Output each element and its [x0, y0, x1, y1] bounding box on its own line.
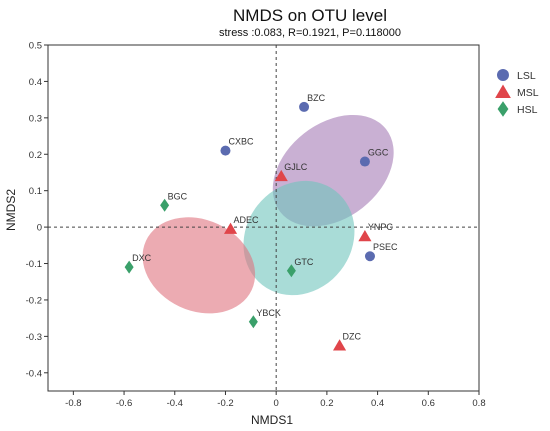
- point-label-bgc: BGC: [168, 191, 188, 201]
- legend: LSL MSL HSL: [495, 69, 539, 117]
- axis-ticks: -0.8 -0.6 -0.4 -0.2 0 0.2 0.4 0.6 0.8 -0.4 -0.3 -0.…: [26, 41, 486, 410]
- point-gtc: [286, 264, 296, 278]
- legend-label-msl: MSL: [517, 87, 539, 99]
- point-label-gjlc: GJLC: [284, 162, 308, 172]
- chart-title: NMDS on OTU level: [233, 6, 387, 25]
- point-bgc: [160, 198, 170, 212]
- y-tick-label: -0.4: [26, 368, 42, 379]
- point-cxbc: [220, 145, 231, 156]
- point-adec: [223, 222, 238, 234]
- x-tick-label: -0.4: [167, 398, 183, 409]
- point-psec: [364, 251, 375, 262]
- x-tick-label: -0.8: [65, 398, 81, 409]
- point-label-adec: ADEC: [234, 215, 260, 225]
- y-tick-label: 0.2: [29, 150, 42, 161]
- point-ynpc: [358, 229, 372, 242]
- point-dzc: [332, 339, 347, 351]
- x-tick-label: 0.2: [320, 398, 333, 409]
- ellipse-msl: [243, 180, 355, 296]
- x-tick-label: 0.8: [472, 398, 485, 409]
- point-label-ggc: GGC: [368, 148, 389, 158]
- point-label-bzc: BZC: [307, 93, 326, 103]
- legend-marker-msl: [495, 84, 511, 98]
- y-tick-label: 0.5: [29, 41, 42, 52]
- chart-subtitle: stress :0.083, R=0.1921, P=0.118000: [219, 27, 401, 39]
- x-tick-label: 0.6: [422, 398, 435, 409]
- y-tick-label: -0.1: [26, 259, 42, 270]
- plot-frame: [47, 44, 480, 392]
- point-label-psec: PSEC: [373, 242, 398, 252]
- x-tick-label: -0.6: [116, 398, 132, 409]
- point-gjlc: [274, 169, 288, 182]
- reference-lines: [48, 45, 479, 391]
- point-label-ynpc: YNPC: [368, 222, 394, 232]
- point-label-gtc: GTC: [294, 257, 313, 267]
- point-ggc: [359, 156, 370, 167]
- point-label-ybck: YBCK: [256, 308, 281, 318]
- y-tick-label: -0.3: [26, 332, 42, 343]
- y-axis-label: NMDS2: [4, 189, 18, 231]
- x-tick-label: 0.4: [371, 398, 384, 409]
- confidence-ellipses: [142, 114, 394, 314]
- x-tick-label: -0.2: [217, 398, 233, 409]
- point-bzc: [299, 101, 310, 112]
- x-tick-label: 0: [274, 398, 279, 409]
- y-tick-label: -0.2: [26, 295, 42, 306]
- point-label-cxbc: CXBC: [228, 137, 254, 147]
- point-label-dxc: DXC: [132, 253, 152, 263]
- x-axis-label: NMDS1: [251, 413, 293, 427]
- ellipse-hsl: [142, 217, 256, 314]
- point-dxc: [124, 260, 134, 274]
- legend-label-lsl: LSL: [517, 70, 536, 82]
- point-ybck: [248, 315, 258, 329]
- y-tick-label: 0.3: [29, 113, 42, 124]
- y-tick-label: 0.1: [29, 186, 42, 197]
- legend-marker-hsl: [497, 101, 509, 117]
- y-tick-label: 0.4: [29, 77, 42, 88]
- y-tick-label: 0: [37, 223, 42, 234]
- legend-label-hsl: HSL: [517, 104, 538, 116]
- data-points: BZC CXBC GGC PSEC GJLC ADEC YNPC DZC BGC DXC GTC YB…: [124, 93, 398, 351]
- point-label-dzc: DZC: [343, 331, 362, 341]
- legend-marker-lsl: [497, 69, 509, 81]
